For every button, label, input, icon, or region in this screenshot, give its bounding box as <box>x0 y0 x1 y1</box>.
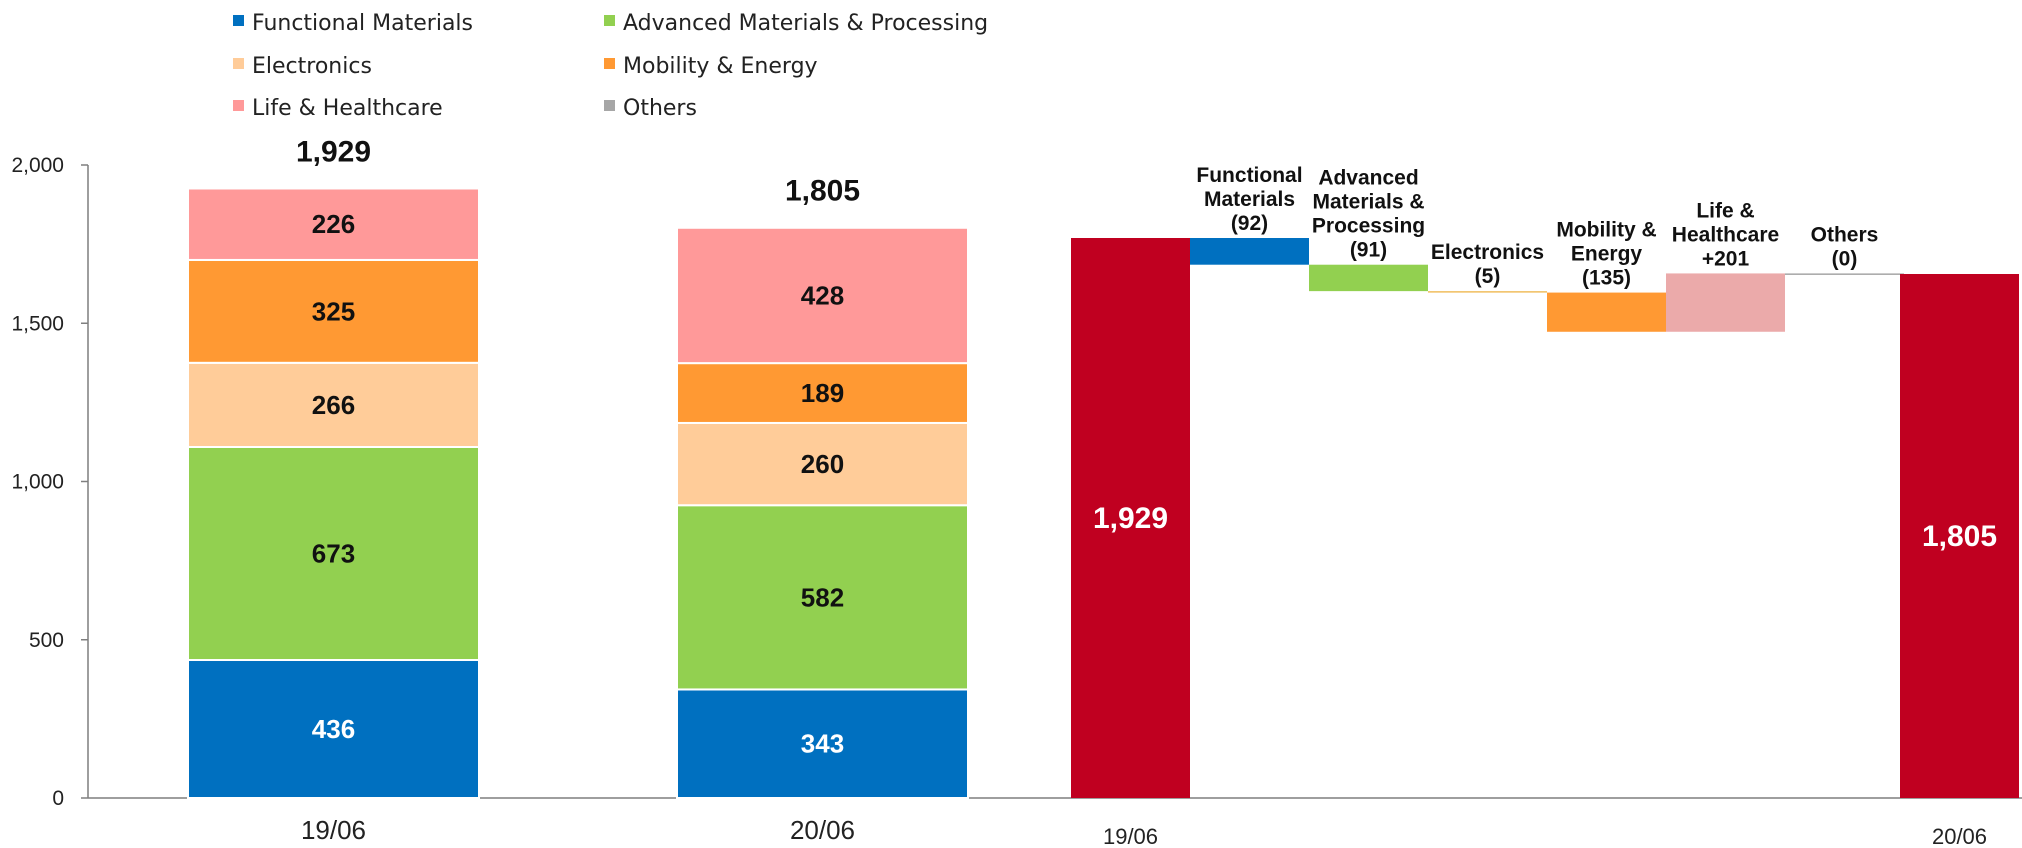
legend-label-functional-materials: Functional Materials <box>252 11 473 36</box>
bar-segment-mobility-and-energy <box>676 362 969 424</box>
data-label-advanced-materials-and-processing: 673 <box>312 539 355 569</box>
data-label-electronics: 266 <box>312 390 355 420</box>
legend-swatch-advanced-materials-and-processing <box>604 15 615 26</box>
bar-segment-functional-materials <box>676 688 969 799</box>
bar-segment-mobility-and-energy <box>187 258 480 364</box>
waterfall-step-label: Advanced <box>1318 167 1418 190</box>
legend-label-life-and-healthcare: Life & Healthcare <box>252 96 443 121</box>
data-label-functional-materials: 343 <box>801 729 844 759</box>
y-tick-label: 500 <box>29 629 64 652</box>
waterfall-start-category: 19/06 <box>1103 824 1158 848</box>
bar-segment-life-and-healthcare <box>187 187 480 261</box>
waterfall-step-label: Others <box>1811 223 1879 246</box>
waterfall-step-label: +201 <box>1702 247 1750 270</box>
waterfall-step-label: Energy <box>1571 243 1643 266</box>
legend-label-others: Others <box>623 96 697 121</box>
legend-swatch-electronics <box>233 58 244 69</box>
x-tick-label: 20/06 <box>790 815 855 845</box>
waterfall-step-bar <box>1547 292 1666 332</box>
waterfall-step-label: Materials & <box>1312 191 1424 214</box>
waterfall-end-value: 1,805 <box>1922 520 1997 553</box>
legend-swatch-functional-materials <box>233 15 244 26</box>
stacked-bars: 436 673 266 325 226 1,929 19/06 343 582 260 189 428… <box>187 135 969 845</box>
waterfall-step-label: (92) <box>1231 212 1268 235</box>
waterfall-step-bar <box>1309 264 1428 292</box>
data-label-life-and-healthcare: 226 <box>312 209 355 239</box>
legend-label-mobility-and-energy: Mobility & Energy <box>623 54 818 79</box>
legend-swatch-life-and-healthcare <box>233 100 244 111</box>
data-label-functional-materials: 436 <box>312 714 355 744</box>
data-label-mobility-and-energy: 325 <box>312 296 355 326</box>
waterfall-end-category: 20/06 <box>1932 824 1987 848</box>
waterfall-step-label: Healthcare <box>1672 223 1779 246</box>
waterfall-start-value: 1,929 <box>1093 502 1168 535</box>
legend-swatch-others <box>604 100 615 111</box>
waterfall-step-label: Electronics <box>1431 241 1544 264</box>
data-label-mobility-and-energy: 189 <box>801 378 844 408</box>
data-label-life-and-healthcare: 428 <box>801 280 844 310</box>
y-tick-label: 2,000 <box>11 154 64 177</box>
y-tick-label: 0 <box>52 787 64 810</box>
bar-segment-advanced-materials-and-processing <box>676 504 969 691</box>
bar-segment-electronics <box>187 361 480 449</box>
total-label: 1,805 <box>785 175 860 208</box>
data-label-electronics: 260 <box>801 449 844 479</box>
bar-segment-advanced-materials-and-processing <box>187 446 480 662</box>
bar-segment-others <box>187 186 480 190</box>
waterfall-step-label: (135) <box>1582 267 1631 290</box>
data-label-advanced-materials-and-processing: 582 <box>801 582 844 612</box>
segment-stacked-bar-chart: 0 500 1,000 1,500 2,000 436 673 266 325 226 1,929… <box>11 135 1067 845</box>
legend-swatch-mobility-and-energy <box>604 58 615 69</box>
waterfall-step-bar <box>1190 238 1309 265</box>
waterfall-step-label: Functional <box>1196 164 1302 187</box>
waterfall-start-bar <box>1071 238 1190 798</box>
legend-label-electronics: Electronics <box>252 54 372 79</box>
waterfall-step-label: Mobility & <box>1556 219 1656 242</box>
y-tick-label: 1,500 <box>11 312 64 335</box>
waterfall-step-label: Life & <box>1696 199 1754 222</box>
waterfall-step-label: Materials <box>1204 188 1295 211</box>
y-tick-label: 1,000 <box>11 471 64 494</box>
waterfall-step-label: (91) <box>1350 239 1387 262</box>
bar-segment-functional-materials <box>187 659 480 799</box>
waterfall-end-bar <box>1900 273 2019 798</box>
waterfall-step-bar <box>1666 273 1785 332</box>
legend-label-advanced-materials-and-processing: Advanced Materials & Processing <box>623 11 988 36</box>
waterfall-step-label: Processing <box>1312 215 1425 238</box>
bar-segment-others <box>676 225 969 229</box>
waterfall-step-bar <box>1785 273 1904 275</box>
chart-legend: Functional Materials Advanced Materials &… <box>233 11 988 121</box>
bar-segment-life-and-healthcare <box>676 226 969 365</box>
waterfall-step-bar <box>1428 291 1547 293</box>
bar-segment-electronics <box>676 421 969 507</box>
x-tick-label: 19/06 <box>301 815 366 845</box>
waterfall-step-label: (0) <box>1832 247 1858 270</box>
total-label: 1,929 <box>296 135 371 168</box>
waterfall-step-label: (5) <box>1475 265 1501 288</box>
